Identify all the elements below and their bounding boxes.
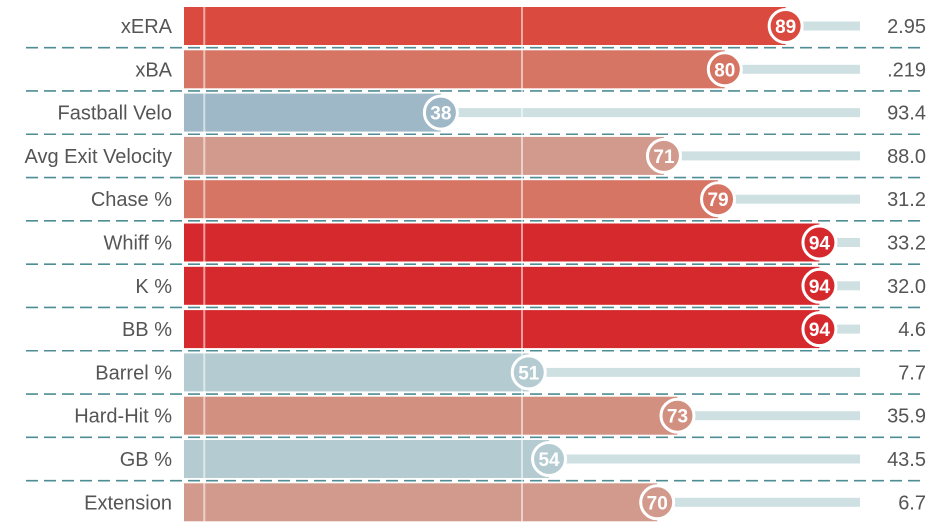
bar-4 <box>184 180 719 219</box>
percentile-label-10: 54 <box>538 450 560 471</box>
percentile-label-1: 80 <box>714 60 735 81</box>
value-label-3: 88.0 <box>887 146 926 168</box>
metric-label-4: Chase % <box>91 189 172 211</box>
metric-label-7: BB % <box>122 319 172 341</box>
percentile-label-4: 79 <box>707 190 728 211</box>
percentile-marker-2 <box>422 94 459 131</box>
chart-rows: xERA 2.95 xBA .219 Fastball Velo 93.4 Avg Exit… <box>25 7 926 522</box>
chart-percentile-markers: 89 80 38 71 79 94 94 94 51 73 54 70 <box>422 8 838 521</box>
percentile-marker-9 <box>659 397 696 434</box>
percentile-label-2: 38 <box>430 104 451 125</box>
percentile-label-5: 94 <box>809 234 831 255</box>
metric-label-9: Hard-Hit % <box>74 406 172 428</box>
percentile-marker-8 <box>510 354 547 391</box>
track-1 <box>724 64 860 74</box>
value-label-6: 32.0 <box>887 276 926 298</box>
value-label-2: 93.4 <box>887 103 926 125</box>
percentile-label-9: 73 <box>667 407 688 428</box>
bar-7 <box>184 310 820 349</box>
percentile-label-3: 71 <box>653 147 675 168</box>
bar-6 <box>184 266 820 305</box>
percentile-marker-5 <box>801 224 838 261</box>
metric-label-3: Avg Exit Velocity <box>25 146 172 168</box>
value-label-7: 4.6 <box>898 319 926 341</box>
percentile-label-8: 51 <box>518 363 540 384</box>
percentile-label-0: 89 <box>775 17 796 38</box>
metric-label-8: Barrel % <box>95 362 172 384</box>
percentile-label-6: 94 <box>809 277 831 298</box>
value-label-5: 33.2 <box>887 233 926 255</box>
percentile-marker-7 <box>801 311 838 348</box>
percentile-marker-1 <box>706 51 743 88</box>
bar-9 <box>184 396 678 435</box>
bar-5 <box>184 223 820 262</box>
value-label-1: .219 <box>887 59 926 81</box>
track-2 <box>440 108 860 118</box>
percentile-marker-3 <box>645 137 682 174</box>
value-label-8: 7.7 <box>898 362 926 384</box>
track-3 <box>663 151 860 161</box>
percentile-label-7: 94 <box>809 320 831 341</box>
percentile-marker-10 <box>531 441 568 477</box>
bar-2 <box>184 93 441 132</box>
metric-label-6: K % <box>135 276 172 298</box>
metric-label-11: Extension <box>84 492 172 514</box>
track-11 <box>657 497 860 507</box>
track-10 <box>549 454 860 464</box>
percentile-marker-6 <box>801 267 838 304</box>
bar-11 <box>184 483 658 522</box>
percentile-marker-4 <box>700 181 737 218</box>
bar-1 <box>184 50 725 89</box>
metric-label-0: xERA <box>121 16 173 38</box>
metric-label-2: Fastball Velo <box>57 103 172 125</box>
track-7 <box>819 324 860 334</box>
percentile-label-11: 70 <box>647 493 668 514</box>
value-label-11: 6.7 <box>898 492 926 514</box>
track-6 <box>819 281 860 291</box>
percentile-marker-0 <box>767 8 804 44</box>
metric-label-10: GB % <box>120 449 172 471</box>
value-label-9: 35.9 <box>887 406 926 428</box>
track-8 <box>528 367 860 377</box>
bar-0 <box>184 7 786 45</box>
value-label-0: 2.95 <box>887 16 926 38</box>
track-9 <box>677 411 860 421</box>
percentile-marker-11 <box>639 484 676 521</box>
track-5 <box>819 238 860 247</box>
chart-gridlines <box>203 7 523 522</box>
bar-8 <box>184 353 529 392</box>
bar-3 <box>184 136 664 175</box>
track-0 <box>785 21 860 31</box>
value-label-10: 43.5 <box>887 449 926 471</box>
bar-10 <box>184 440 550 478</box>
metric-label-5: Whiff % <box>103 233 172 255</box>
track-4 <box>718 194 860 204</box>
value-label-4: 31.2 <box>887 189 926 211</box>
metric-label-1: xBA <box>135 59 172 81</box>
